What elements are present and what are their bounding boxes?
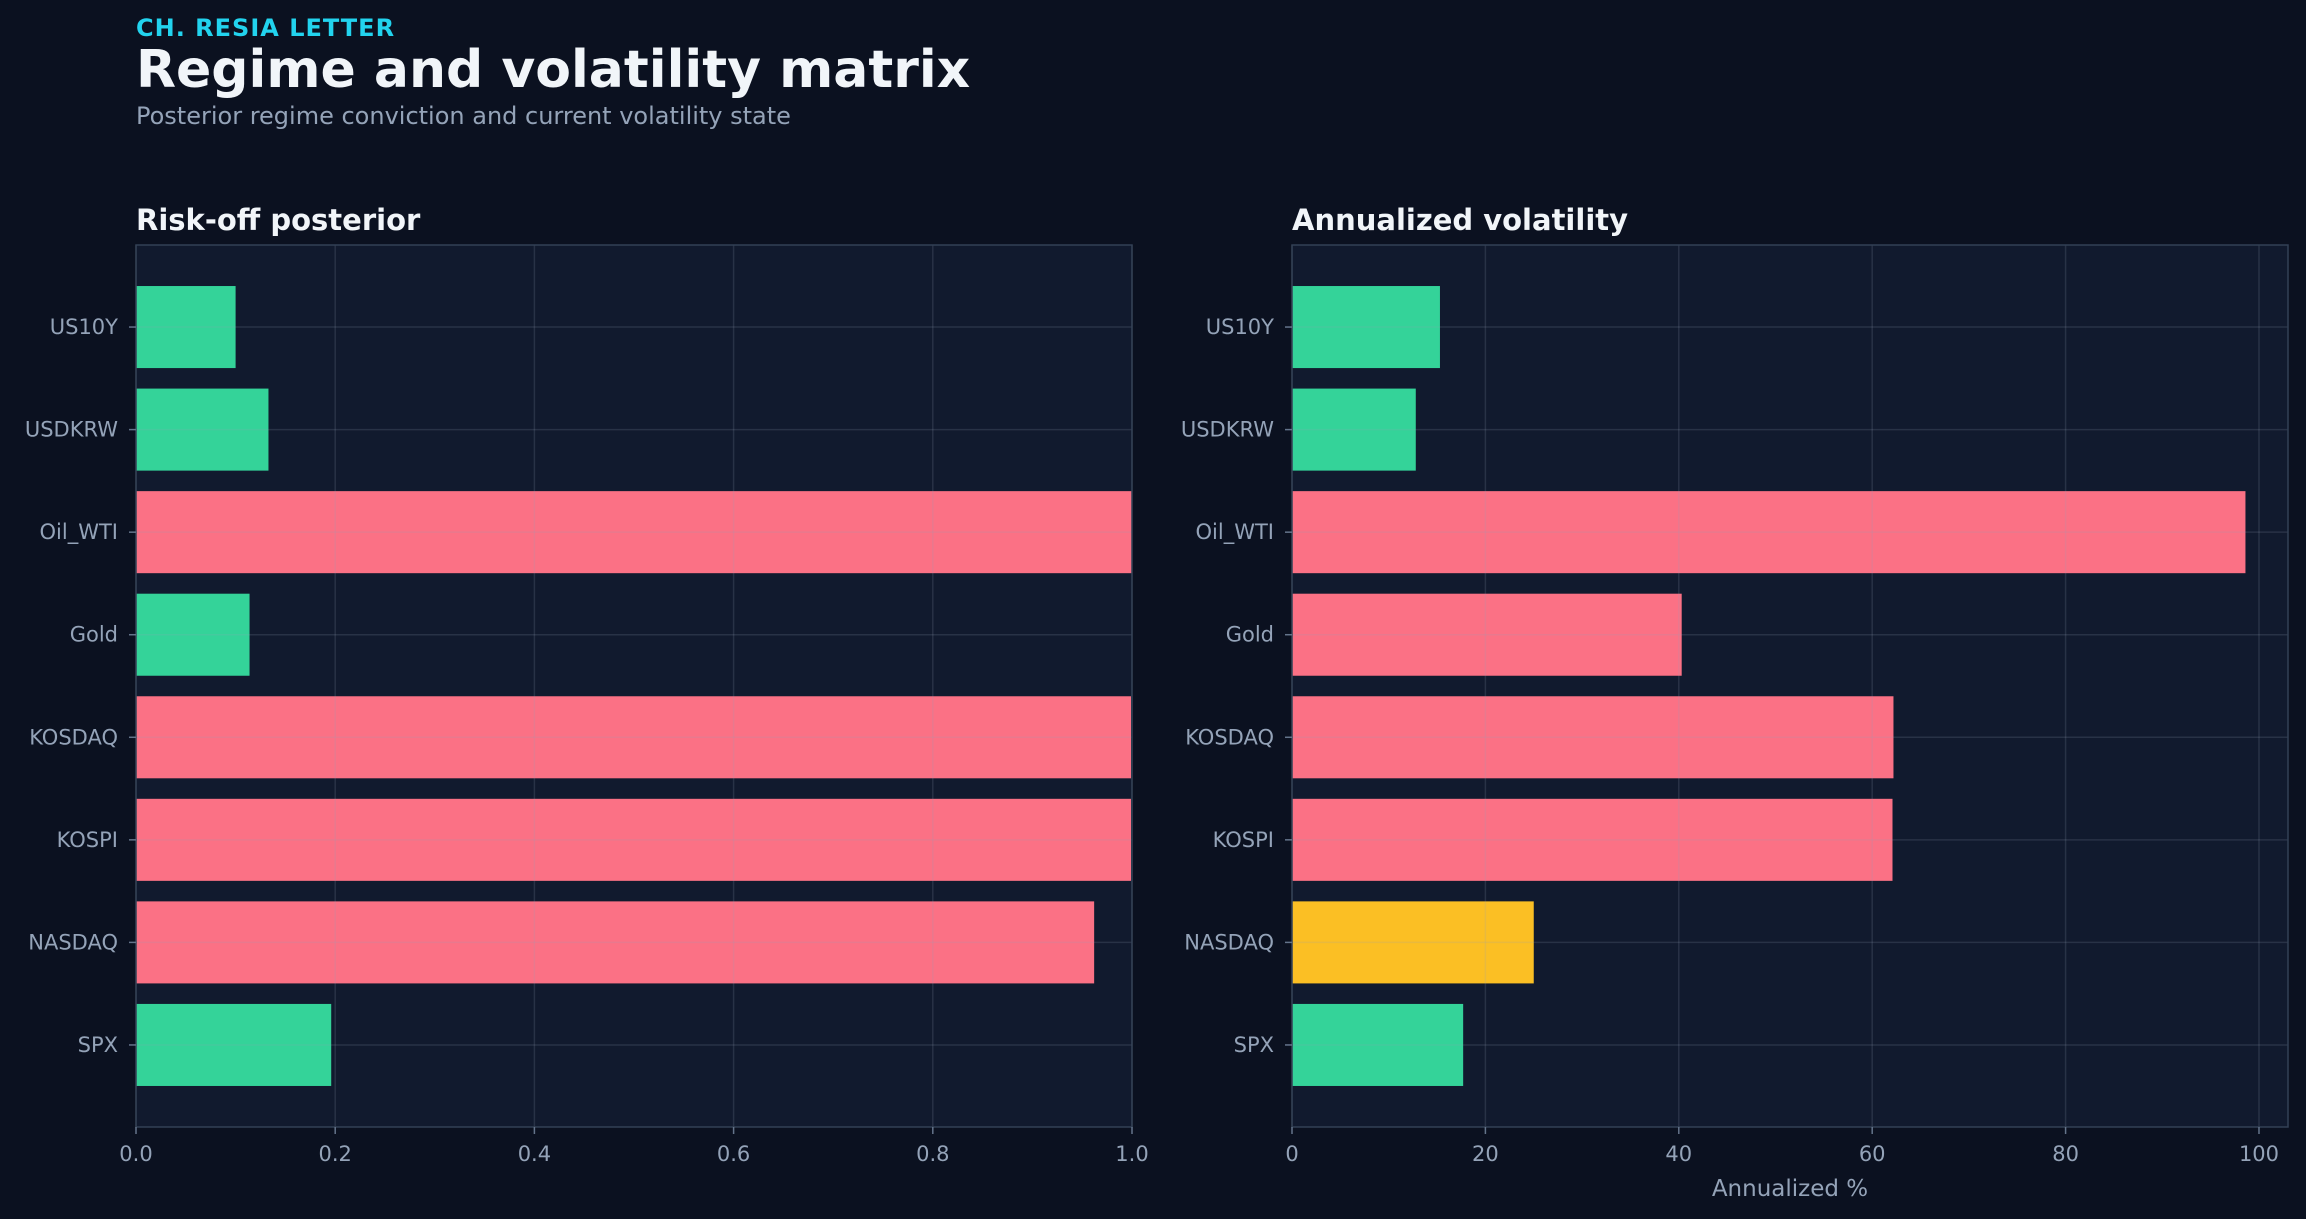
risk-off-bar-nasdaq xyxy=(136,901,1095,984)
volatility-chart-title: Annualized volatility xyxy=(1292,203,1628,237)
volatility-bar-nasdaq xyxy=(1292,901,1534,984)
risk-off-panel-bg xyxy=(136,245,1132,1127)
risk-off-category-label: NASDAQ xyxy=(28,930,118,954)
risk-off-xtick-label: 0.6 xyxy=(717,1142,750,1166)
risk-off-bar-kospi xyxy=(136,798,1132,881)
risk-off-category-label: US10Y xyxy=(50,315,118,339)
volatility-category-label: NASDAQ xyxy=(1184,930,1274,954)
volatility-xtick-label: 100 xyxy=(2239,1142,2279,1166)
risk-off-xtick-label: 1.0 xyxy=(1115,1142,1148,1166)
risk-off-xtick-label: 0.0 xyxy=(119,1142,152,1166)
risk-off-bar-spx xyxy=(136,1003,332,1086)
risk-off-bar-us10y xyxy=(136,286,236,369)
risk-off-chart-title: Risk-off posterior xyxy=(136,203,421,237)
risk-off-xtick-label: 0.8 xyxy=(916,1142,949,1166)
volatility-bar-us10y xyxy=(1292,286,1440,369)
risk-off-bar-usdkrw xyxy=(136,388,269,471)
volatility-xtick-label: 0 xyxy=(1285,1142,1298,1166)
volatility-panel-bg xyxy=(1292,245,2288,1127)
volatility-xtick-label: 80 xyxy=(2052,1142,2079,1166)
volatility-bar-oil-wti xyxy=(1292,491,2246,574)
volatility-xtick-label: 20 xyxy=(1472,1142,1499,1166)
risk-off-category-label: KOSPI xyxy=(57,828,118,852)
volatility-bar-kosdaq xyxy=(1292,696,1894,779)
risk-off-category-label: Gold xyxy=(70,623,118,647)
risk-off-bar-kosdaq xyxy=(136,696,1132,779)
volatility-category-label: SPX xyxy=(1234,1033,1274,1057)
volatility-bar-usdkrw xyxy=(1292,388,1416,471)
volatility-x-axis-title: Annualized % xyxy=(1712,1176,1868,1202)
risk-off-bar-oil-wti xyxy=(136,491,1132,574)
volatility-category-label: Gold xyxy=(1226,623,1274,647)
volatility-category-label: KOSPI xyxy=(1213,828,1274,852)
risk-off-bar-gold xyxy=(136,593,250,676)
page-title: Regime and volatility matrix xyxy=(136,40,971,100)
volatility-xtick-label: 60 xyxy=(1859,1142,1886,1166)
risk-off-frame xyxy=(135,244,1133,1128)
risk-off-category-label: SPX xyxy=(78,1033,118,1057)
risk-off-xtick-label: 0.2 xyxy=(318,1142,351,1166)
volatility-category-label: KOSDAQ xyxy=(1185,725,1274,749)
volatility-bar-gold xyxy=(1292,593,1682,676)
volatility-bar-kospi xyxy=(1292,798,1893,881)
volatility-category-label: Oil_WTI xyxy=(1196,520,1274,545)
risk-off-xtick-label: 0.4 xyxy=(518,1142,551,1166)
kicker-label: CH. RESIA LETTER xyxy=(136,14,396,42)
page-subtitle: Posterior regime conviction and current … xyxy=(136,102,791,130)
volatility-bar-spx xyxy=(1292,1003,1464,1086)
risk-off-category-label: USDKRW xyxy=(25,418,118,442)
volatility-xtick-label: 40 xyxy=(1665,1142,1692,1166)
risk-off-category-label: KOSDAQ xyxy=(29,725,118,749)
volatility-category-label: USDKRW xyxy=(1181,418,1274,442)
volatility-category-label: US10Y xyxy=(1206,315,1274,339)
volatility-frame xyxy=(1291,244,2289,1128)
risk-off-category-label: Oil_WTI xyxy=(40,520,118,545)
